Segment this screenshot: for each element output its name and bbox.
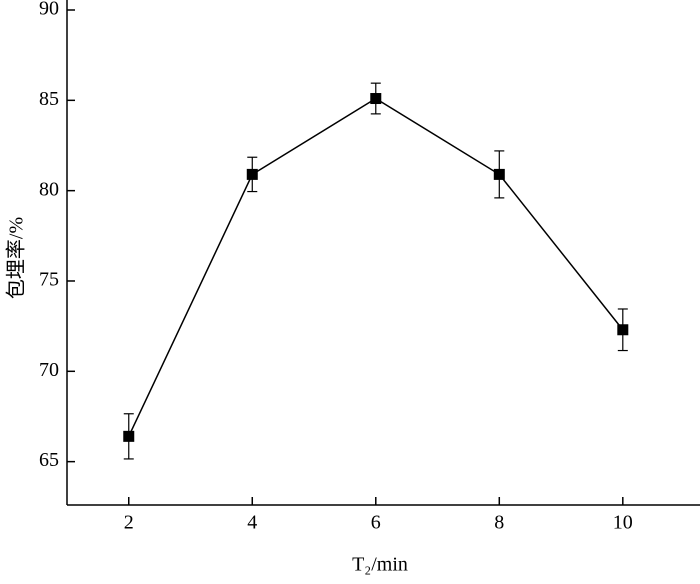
y-tick-label: 90 [39, 0, 59, 20]
x-tick-label: 8 [494, 512, 504, 534]
y-tick-label: 80 [39, 178, 59, 200]
x-axis-label: T₂/min [352, 554, 408, 576]
y-tick-label: 65 [39, 449, 59, 471]
marker [123, 430, 135, 442]
y-tick-label: 75 [39, 269, 59, 291]
line [128, 97, 624, 437]
marker [370, 93, 382, 105]
marker [493, 168, 505, 180]
x-tick-label: 2 [124, 512, 134, 534]
x-tick-label: 6 [371, 512, 381, 534]
y-tick-label: 70 [39, 359, 59, 381]
marker [246, 168, 258, 180]
y-tick-label: 85 [39, 88, 59, 110]
x-tick-label: 4 [247, 512, 257, 534]
x-tick-label: 10 [613, 512, 633, 534]
y-axis-label: 包埋率/% [5, 217, 28, 299]
marker [617, 324, 629, 336]
